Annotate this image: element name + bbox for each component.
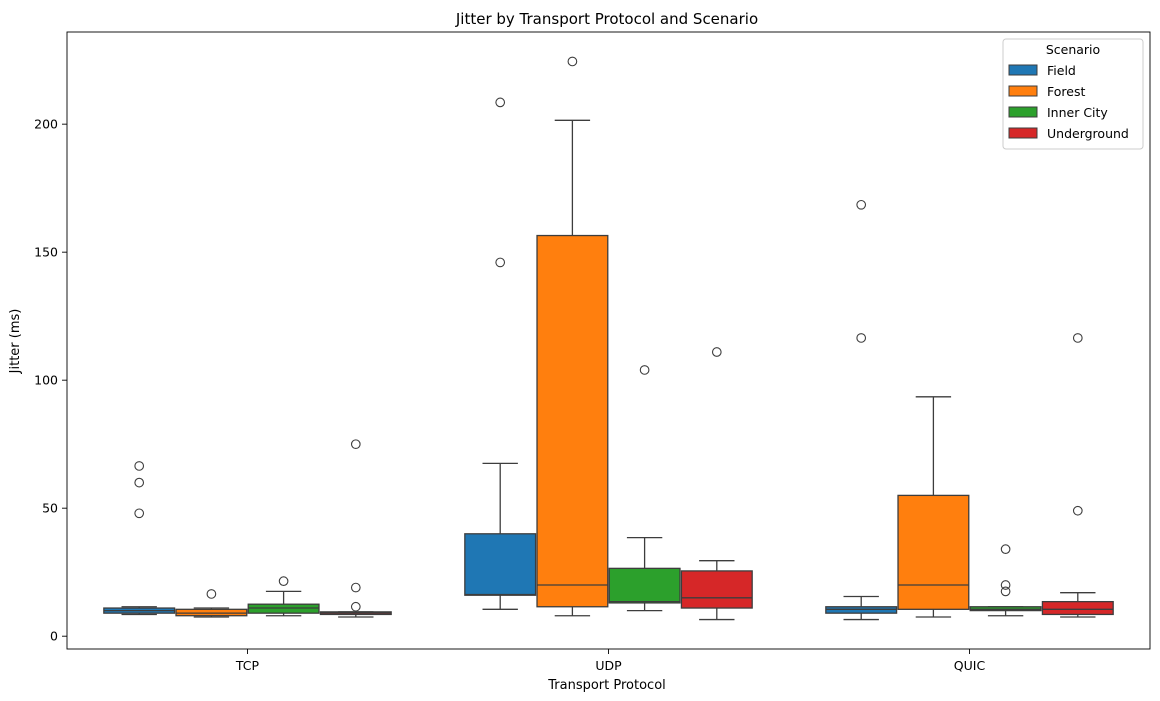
outlier-point (639, 365, 650, 375)
box-underground-udp (680, 347, 753, 621)
box-iqr (897, 494, 970, 610)
x-tick-label: TCP (235, 658, 260, 673)
box-field-tcp (103, 461, 176, 616)
box-field-udp (464, 97, 537, 610)
y-tick-label: 200 (34, 117, 58, 132)
legend-box (1002, 38, 1144, 150)
plot-area (103, 56, 1114, 621)
y-tick-label: 100 (34, 373, 58, 388)
x-axis: TCP UDP QUIC (235, 649, 986, 673)
box-iqr (536, 234, 609, 608)
legend-swatch (1008, 127, 1038, 139)
box-inner-city-tcp (247, 576, 320, 617)
y-axis-label: Jitter (ms) (8, 309, 23, 375)
legend-item-forest: Forest (1008, 84, 1085, 99)
x-tick-label: UDP (595, 658, 622, 673)
outlier-point (495, 97, 506, 108)
outlier-point (711, 347, 722, 357)
outlier-point (278, 576, 289, 587)
box-iqr (464, 533, 537, 596)
outlier-point (1000, 586, 1011, 597)
outlier-point (350, 582, 361, 593)
y-tick-label: 150 (34, 245, 58, 260)
outlier-point (1072, 505, 1083, 516)
box-inner-city-quic (969, 544, 1042, 617)
legend-swatch (1008, 106, 1038, 118)
box-underground-quic (1041, 333, 1114, 618)
x-axis-label: Transport Protocol (547, 678, 666, 693)
x-tick-label: QUIC (954, 658, 986, 673)
box-iqr (1041, 600, 1114, 616)
outlier-point (495, 257, 506, 268)
box-inner-city-udp (608, 365, 681, 612)
outlier-point (350, 601, 361, 612)
box-underground-tcp (319, 439, 392, 618)
outlier-point (134, 508, 145, 519)
outlier-point (134, 461, 145, 471)
legend-item-underground: Underground (1008, 126, 1129, 141)
chart-title: Jitter by Transport Protocol and Scenari… (455, 10, 758, 28)
legend-label: Inner City (1047, 105, 1108, 120)
y-tick-label: 50 (42, 501, 58, 516)
legend-swatch (1008, 85, 1038, 97)
legend-label: Underground (1047, 126, 1129, 141)
legend-item-field: Field (1008, 63, 1076, 78)
legend-label: Forest (1047, 84, 1085, 99)
y-tick-label: 0 (50, 629, 58, 644)
box-forest-quic (897, 396, 970, 618)
outlier-point (856, 199, 867, 210)
box-iqr (680, 570, 753, 609)
outlier-point (206, 589, 217, 599)
y-axis: 0 50 100 150 200 (34, 117, 67, 644)
outlier-point (856, 333, 867, 343)
outlier-point (1072, 333, 1083, 343)
box-iqr (608, 567, 681, 604)
box-forest-tcp (175, 589, 248, 618)
box-field-quic (825, 199, 898, 621)
legend-label: Field (1047, 63, 1076, 78)
outlier-point (1000, 580, 1011, 590)
outlier-point (1000, 544, 1011, 555)
outlier-point (350, 439, 361, 450)
box-forest-udp (536, 56, 609, 617)
legend-item-inner-city: Inner City (1008, 105, 1108, 120)
legend-swatch (1008, 64, 1038, 76)
plot-frame (66, 31, 1151, 650)
outlier-point (567, 56, 578, 67)
legend: Scenario Field Forest Inner City Underground (1002, 38, 1144, 150)
legend-title: Scenario (1046, 42, 1100, 57)
outlier-point (134, 477, 145, 488)
